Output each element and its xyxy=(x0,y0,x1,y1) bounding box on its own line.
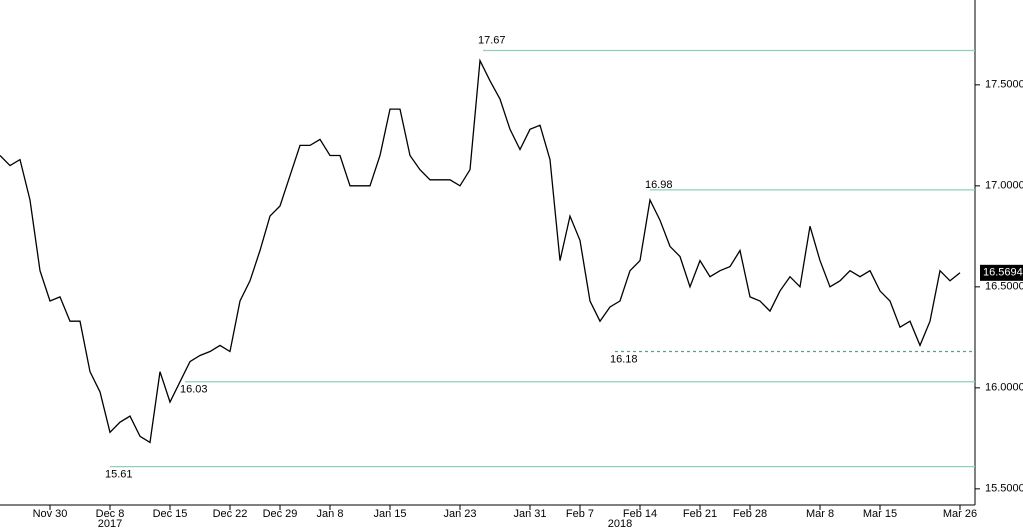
x-tick-label: Jan 15 xyxy=(373,508,406,520)
level-label: 16.98 xyxy=(645,179,673,191)
y-tick-label: 16.5000 xyxy=(985,281,1023,293)
x-tick-label: Mar 26 xyxy=(943,508,977,520)
year-label: 2017 xyxy=(98,518,122,529)
y-tick-label: 17.5000 xyxy=(985,79,1023,91)
price-line xyxy=(0,58,961,444)
x-tick-label: Mar 15 xyxy=(863,508,897,520)
x-tick-label: Dec 8 xyxy=(96,508,125,520)
x-tick-label: Jan 31 xyxy=(513,508,546,520)
last-value-box xyxy=(980,264,1023,281)
x-tick-label: Feb 21 xyxy=(683,508,717,520)
y-tick-label: 16.0000 xyxy=(985,382,1023,394)
x-tick-label: Mar 8 xyxy=(806,508,834,520)
x-tick-label: Dec 29 xyxy=(263,508,298,520)
level-label: 15.61 xyxy=(105,469,133,481)
x-tick-label: Jan 23 xyxy=(443,508,476,520)
x-tick-label: Dec 22 xyxy=(213,508,248,520)
level-label: 17.67 xyxy=(478,34,506,46)
x-tick-label: Feb 7 xyxy=(566,508,594,520)
level-label: 16.18 xyxy=(610,353,638,365)
x-tick-label: Feb 14 xyxy=(623,508,657,520)
x-tick-label: Jan 8 xyxy=(317,508,344,520)
y-tick-label: 15.5000 xyxy=(985,483,1023,495)
x-tick-label: Nov 30 xyxy=(33,508,68,520)
x-tick-label: Feb 28 xyxy=(733,508,767,520)
x-tick-label: Dec 15 xyxy=(153,508,188,520)
year-label: 2018 xyxy=(608,518,632,529)
last-value-label: 16.5694 xyxy=(983,267,1023,279)
y-tick-label: 17.0000 xyxy=(985,180,1023,192)
level-label: 16.03 xyxy=(180,384,208,396)
